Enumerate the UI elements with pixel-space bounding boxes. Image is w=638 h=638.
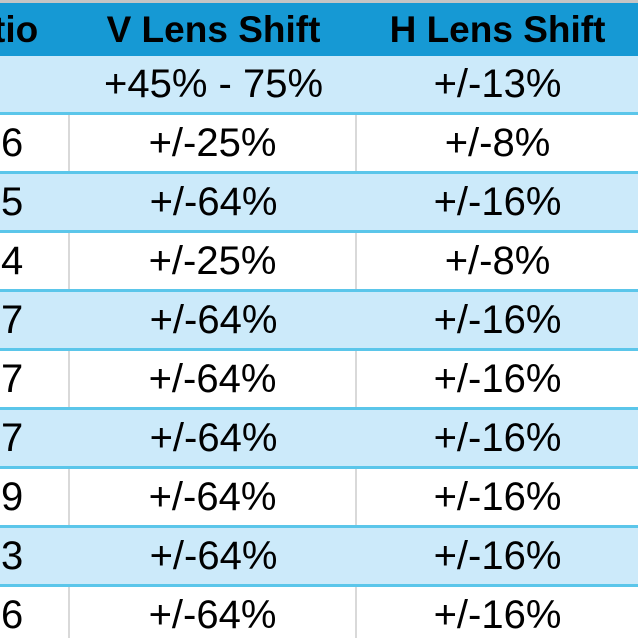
v-lens-shift-cell: +/-64% <box>70 351 357 407</box>
column-header-h-lens-shift: H Lens Shift <box>389 8 606 50</box>
v-lens-shift-cell: +/-25% <box>70 115 357 171</box>
v-lens-shift-cell: +45% - 75% <box>103 61 324 106</box>
throw-ratio-cell: 9 <box>0 469 70 525</box>
h-lens-shift-cell: +/-8% <box>444 238 551 283</box>
column-header-v-lens-shift: V Lens Shift <box>106 8 321 50</box>
column-header-ratio-fragment: tio <box>0 8 39 50</box>
throw-ratio-cell: 7 <box>1 297 24 342</box>
v-lens-shift-cell: +/-64% <box>149 297 278 342</box>
v-lens-shift-cell: +/-25% <box>70 233 357 289</box>
h-lens-shift-cell: +/-13% <box>433 61 562 106</box>
v-lens-shift-cell: +/-64% <box>70 469 357 525</box>
v-lens-shift-cell: +/-64% <box>149 533 278 578</box>
table-row: 6 +/-64% +/-16% <box>0 587 638 638</box>
table-row: 7 +/-64% +/-16% <box>0 410 638 469</box>
table-row: 9 +/-64% +/-16% <box>0 469 638 528</box>
throw-ratio-cell: 4 <box>0 233 70 289</box>
h-lens-shift-cell: +/-16% <box>433 356 562 401</box>
h-lens-shift-cell: +/-8% <box>444 120 551 165</box>
throw-ratio-cell: 6 <box>0 587 70 638</box>
h-lens-shift-cell: +/-16% <box>433 179 562 224</box>
top-edge-strip <box>0 0 638 3</box>
table-row: 7 +/-64% +/-16% <box>0 292 638 351</box>
throw-ratio-cell: 5 <box>1 179 24 224</box>
throw-ratio-cell: 6 <box>0 115 70 171</box>
table-header-row: tio V Lens Shift H Lens Shift <box>0 3 638 56</box>
table-row: 4 +/-25% +/-8% <box>0 233 638 292</box>
v-lens-shift-cell: +/-64% <box>149 415 278 460</box>
throw-ratio-cell <box>0 56 70 112</box>
h-lens-shift-cell: +/-16% <box>433 592 562 637</box>
table-body: +45% - 75% +/-13% 6 +/-25% +/-8% 5 +/-64… <box>0 56 638 638</box>
h-lens-shift-cell: +/-16% <box>433 474 562 519</box>
throw-ratio-cell: 7 <box>0 351 70 407</box>
h-lens-shift-cell: +/-16% <box>433 415 562 460</box>
table-row: 6 +/-25% +/-8% <box>0 115 638 174</box>
table-row: 7 +/-64% +/-16% <box>0 351 638 410</box>
v-lens-shift-cell: +/-64% <box>149 179 278 224</box>
h-lens-shift-cell: +/-16% <box>433 297 562 342</box>
throw-ratio-cell: 3 <box>1 533 24 578</box>
table-row: +45% - 75% +/-13% <box>0 56 638 115</box>
table-row: 5 +/-64% +/-16% <box>0 174 638 233</box>
column-header-ratio-cropped: tio <box>0 3 70 56</box>
h-lens-shift-cell: +/-16% <box>433 533 562 578</box>
table-row: 3 +/-64% +/-16% <box>0 528 638 587</box>
v-lens-shift-cell: +/-64% <box>70 587 357 638</box>
throw-ratio-cell: 7 <box>1 415 24 460</box>
